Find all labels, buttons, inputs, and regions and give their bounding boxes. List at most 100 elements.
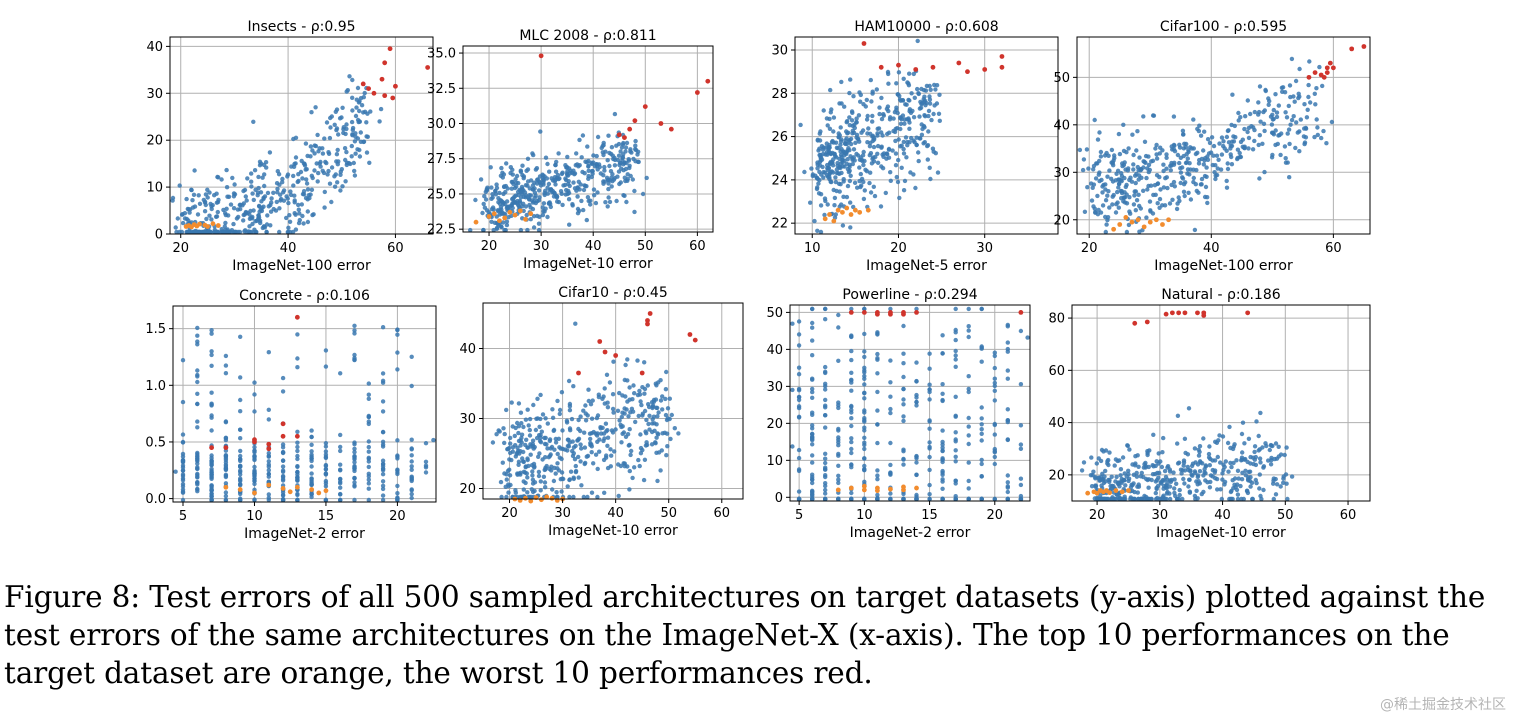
point-main	[638, 445, 644, 451]
point-main	[875, 330, 880, 335]
point-best	[512, 212, 518, 218]
tick-label-x: 5	[795, 508, 803, 523]
point-main	[309, 492, 314, 497]
point-main	[502, 184, 507, 189]
point-main	[1105, 459, 1110, 464]
point-best	[840, 209, 845, 215]
point-main	[1134, 474, 1140, 479]
point-main	[538, 392, 543, 398]
point-main	[337, 116, 343, 121]
point-main	[221, 207, 226, 213]
point-main	[1214, 153, 1220, 158]
point-main	[338, 462, 343, 467]
point-main	[349, 119, 355, 125]
point-main	[352, 352, 357, 358]
point-main	[836, 134, 841, 140]
point-main	[1154, 477, 1160, 483]
point-main	[1224, 134, 1230, 140]
point-main	[1293, 78, 1299, 84]
point-main	[280, 476, 286, 482]
point-main	[523, 417, 529, 422]
point-main	[232, 192, 238, 197]
tick-label-x: 5	[179, 509, 187, 524]
point-main	[940, 486, 945, 491]
point-main	[577, 137, 582, 143]
point-main	[540, 212, 546, 218]
tick-label-x: 30	[1152, 508, 1169, 523]
point-main	[1103, 198, 1109, 203]
point-main	[1256, 433, 1261, 439]
point-main	[847, 115, 852, 120]
point-main	[1176, 460, 1182, 465]
point-main	[1201, 162, 1207, 167]
point-main	[857, 139, 862, 144]
point-main	[357, 154, 363, 159]
x-axis-label: ImageNet-2 error	[850, 525, 971, 541]
point-main	[1274, 114, 1280, 120]
point-main	[579, 155, 584, 160]
point-main	[595, 167, 600, 172]
point-main	[342, 146, 348, 151]
point-main	[1089, 455, 1094, 460]
point-main	[501, 220, 506, 225]
point-main	[1249, 480, 1255, 485]
point-main	[1005, 489, 1010, 495]
point-main	[622, 461, 627, 466]
point-main	[1125, 443, 1130, 448]
point-main	[366, 392, 371, 397]
point-main	[579, 198, 584, 204]
point-main	[1174, 496, 1180, 502]
point-main	[266, 350, 271, 355]
point-main	[380, 479, 386, 484]
point-main	[890, 148, 895, 153]
point-main	[1174, 481, 1179, 486]
point-main	[1169, 144, 1174, 149]
point-main	[870, 89, 875, 94]
point-main	[1245, 459, 1250, 465]
point-main	[209, 349, 214, 354]
point-main	[1123, 184, 1129, 190]
point-main	[329, 165, 335, 170]
point-main	[502, 431, 507, 437]
point-main	[1148, 209, 1153, 214]
point-main	[613, 427, 618, 432]
point-main	[519, 421, 524, 426]
point-main	[875, 143, 881, 149]
point-main	[631, 383, 636, 388]
point-main	[575, 211, 581, 216]
point-main	[195, 342, 200, 347]
point-main	[323, 478, 329, 484]
point-main	[1222, 482, 1227, 487]
point-main	[555, 398, 560, 404]
point-main	[953, 430, 958, 435]
point-main	[570, 203, 575, 208]
point-best	[831, 218, 837, 224]
point-main	[612, 449, 617, 454]
point-main	[361, 139, 366, 145]
point-main	[1077, 147, 1083, 153]
point-main	[626, 443, 631, 448]
point-main	[1232, 442, 1237, 447]
point-main	[790, 387, 795, 393]
point-main	[532, 444, 537, 450]
point-main	[516, 462, 521, 467]
point-main	[836, 181, 842, 186]
point-main	[841, 194, 846, 199]
point-main	[1196, 128, 1202, 134]
point-main	[672, 426, 677, 431]
point-main	[534, 435, 540, 441]
point-main	[249, 179, 254, 184]
point-main	[524, 471, 529, 476]
point-main	[1095, 212, 1101, 217]
point-main	[1256, 142, 1261, 148]
point-main	[180, 487, 186, 492]
point-main	[1137, 229, 1142, 234]
point-main	[1228, 445, 1233, 451]
point-main	[1216, 438, 1221, 443]
point-main	[1273, 492, 1279, 497]
point-main	[868, 170, 873, 175]
point-main	[601, 173, 606, 178]
point-main	[660, 407, 665, 412]
point-main	[327, 135, 333, 141]
